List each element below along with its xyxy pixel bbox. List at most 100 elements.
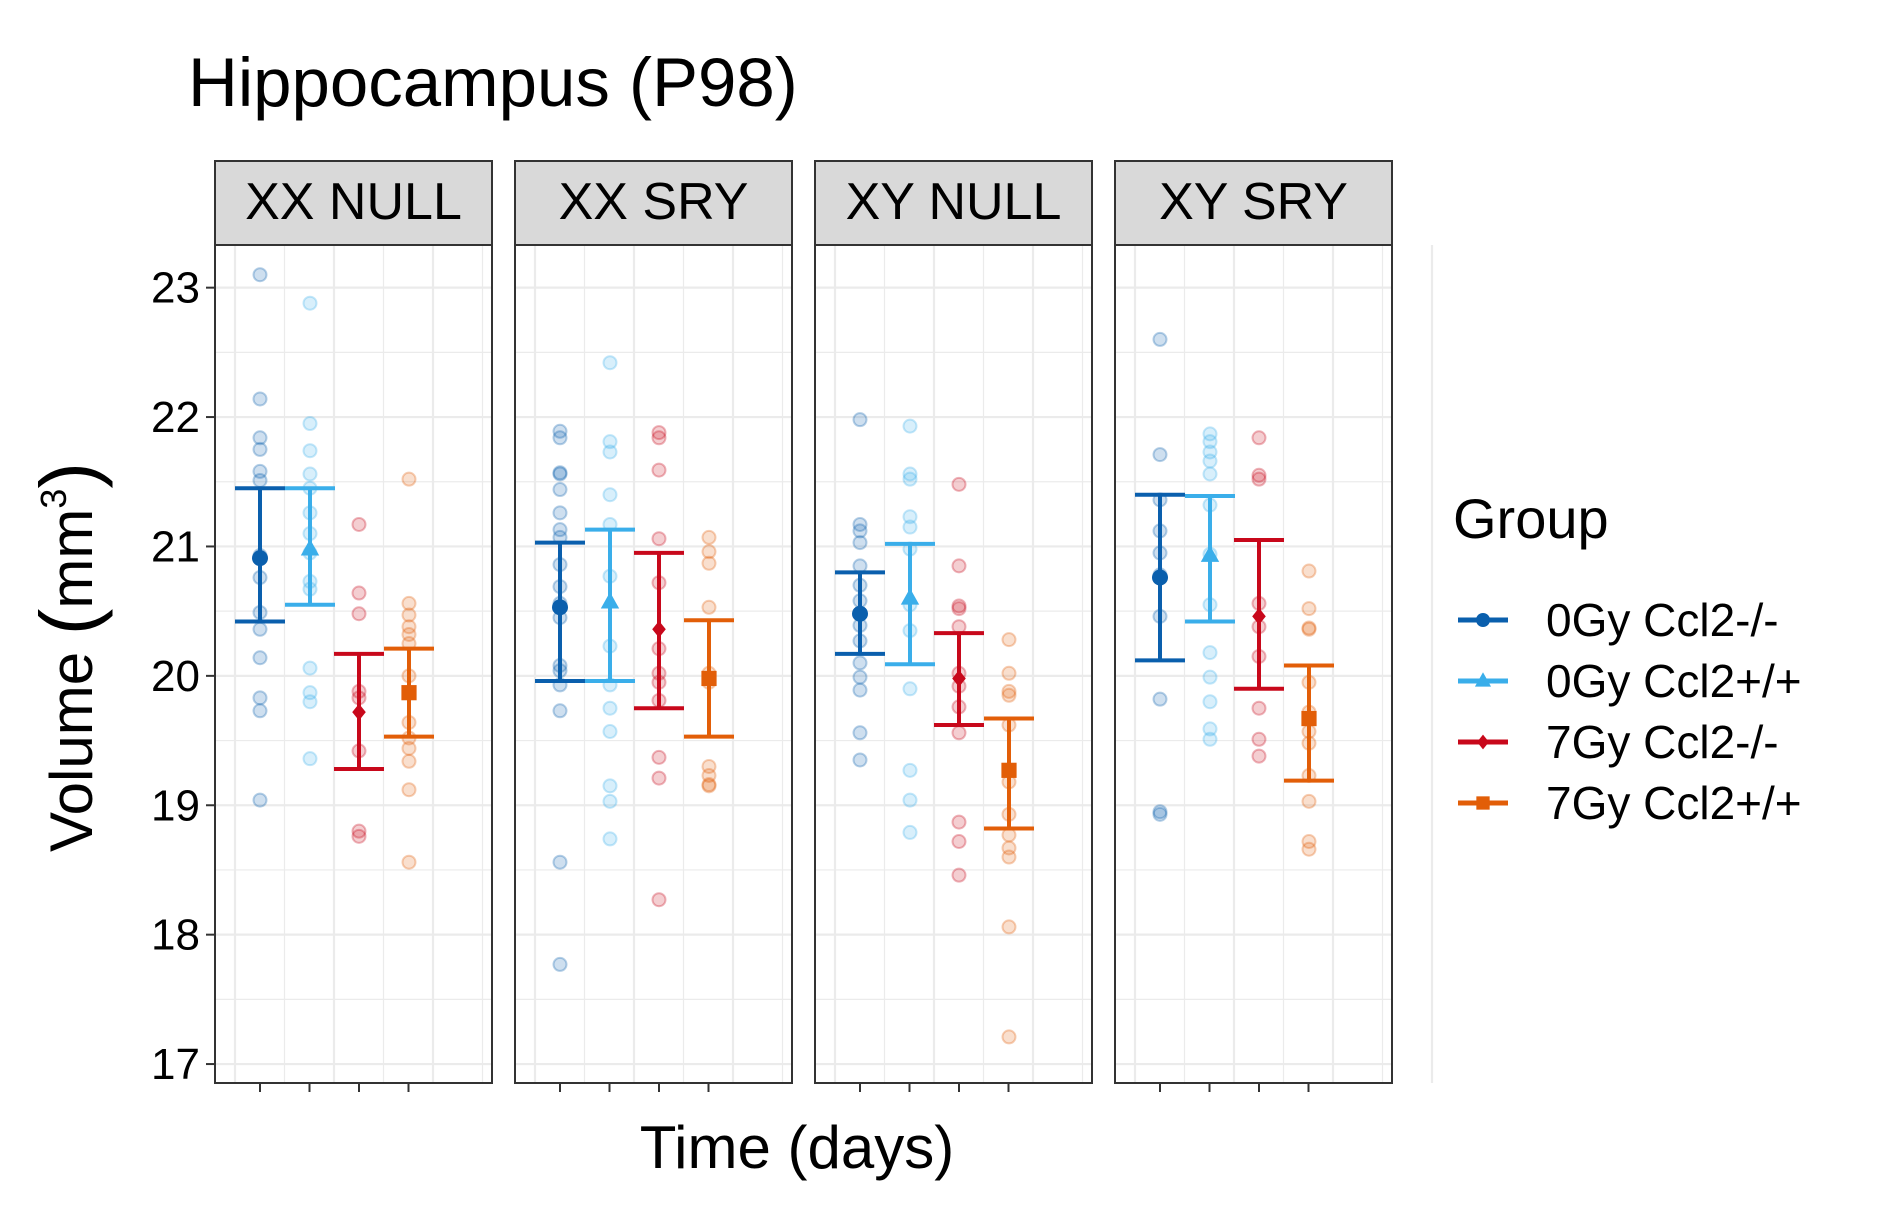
data-point <box>1202 721 1218 737</box>
y-tick-label: 20 <box>151 652 200 701</box>
mean-marker <box>1200 545 1220 562</box>
data-point <box>852 725 868 741</box>
data-point <box>302 443 318 459</box>
data-point <box>1251 467 1267 483</box>
mean-marker <box>552 599 568 616</box>
y-tick-label: 23 <box>151 264 200 313</box>
data-point <box>902 466 918 482</box>
data-point <box>1202 444 1218 460</box>
data-point <box>401 782 417 798</box>
data-point <box>1251 700 1267 716</box>
data-point <box>951 814 967 830</box>
data-point <box>1251 731 1267 747</box>
mean-marker <box>1301 710 1317 727</box>
legend-label: 0Gy Ccl2+/+ <box>1546 655 1802 707</box>
data-point <box>651 892 667 908</box>
data-point <box>852 752 868 768</box>
data-point <box>701 767 717 783</box>
legend-label: 7Gy Ccl2+/+ <box>1546 777 1802 829</box>
legend-item: 0Gy Ccl2+/+ <box>1458 655 1802 707</box>
mean-marker <box>300 539 320 556</box>
facet-panel: XY SRY <box>1114 160 1434 1092</box>
data-point <box>401 607 417 623</box>
data-point <box>351 828 367 844</box>
data-point <box>902 519 918 535</box>
data-point <box>401 740 417 756</box>
data-point <box>651 425 667 441</box>
data-point <box>902 792 918 808</box>
data-point <box>1152 691 1168 707</box>
data-point <box>1202 669 1218 685</box>
legend-item: 7Gy Ccl2+/+ <box>1458 777 1802 829</box>
data-point <box>902 509 918 525</box>
data-point <box>252 441 268 457</box>
data-point <box>651 462 667 478</box>
data-point <box>552 854 568 870</box>
data-point <box>1001 849 1017 865</box>
data-point <box>252 430 268 446</box>
grid <box>815 245 1134 1083</box>
legend-item: 7Gy Ccl2-/- <box>1458 716 1779 768</box>
data-point <box>1152 804 1168 820</box>
data-point <box>1202 453 1218 469</box>
mean-marker <box>1152 569 1168 586</box>
data-point <box>1202 731 1218 747</box>
data-point <box>1152 806 1168 822</box>
mean-marker <box>900 588 920 605</box>
y-axis: 17 18 19 20 21 22 23 <box>151 264 215 1089</box>
chart-title: Hippocampus (P98) <box>188 44 798 121</box>
legend-label: 7Gy Ccl2-/- <box>1546 716 1779 768</box>
data-point <box>1202 434 1218 450</box>
data-point <box>852 535 868 551</box>
data-point <box>902 681 918 697</box>
data-point <box>1202 426 1218 442</box>
panel-border <box>1114 244 1393 1084</box>
data-point <box>552 465 568 481</box>
data-point <box>852 682 868 698</box>
data-point <box>701 544 717 560</box>
facet-strip-label: XX NULL <box>245 173 462 231</box>
data-point <box>951 725 967 741</box>
mean-marker <box>1252 607 1266 625</box>
mean-marker <box>852 605 868 622</box>
data-point <box>401 626 417 642</box>
data-point <box>1251 471 1267 487</box>
facet-strip <box>814 160 1093 246</box>
data-point <box>302 660 318 676</box>
data-point <box>302 751 318 767</box>
facet-panel: XY NULL <box>814 160 1134 1092</box>
facet-strip-label: XX SRY <box>559 173 749 231</box>
data-point <box>602 793 618 809</box>
data-point <box>1301 563 1317 579</box>
data-point <box>1001 1029 1017 1045</box>
data-point <box>1301 621 1317 637</box>
mean-marker <box>1001 762 1017 778</box>
data-point <box>552 430 568 446</box>
mean-marker <box>952 670 966 687</box>
x-axis-label: Time (days) <box>640 1114 954 1181</box>
data-point <box>701 529 717 545</box>
data-point <box>552 956 568 972</box>
facet-strip-label: XY NULL <box>846 173 1062 231</box>
data-point <box>902 824 918 840</box>
legend-key-marker <box>1476 613 1490 627</box>
legend-key-marker <box>1476 796 1490 810</box>
data-point <box>252 650 268 666</box>
facet-strip-label: XY SRY <box>1159 173 1348 231</box>
data-point <box>302 295 318 311</box>
data-point <box>951 601 967 617</box>
data-point <box>351 516 367 532</box>
y-tick-label: 22 <box>151 393 200 442</box>
data-point <box>401 619 417 635</box>
legend: 0Gy Ccl2-/- 0Gy Ccl2+/+ 7Gy Ccl2-/- 7Gy Ccl… <box>1458 594 1802 829</box>
data-point <box>351 585 367 601</box>
data-point <box>902 418 918 434</box>
data-point <box>602 444 618 460</box>
legend-key-marker <box>1477 734 1489 750</box>
y-axis-label: Volume (mm3) <box>24 462 113 852</box>
mean-marker <box>600 592 620 609</box>
data-point <box>602 831 618 847</box>
grid <box>215 245 534 1083</box>
data-point <box>852 523 868 539</box>
